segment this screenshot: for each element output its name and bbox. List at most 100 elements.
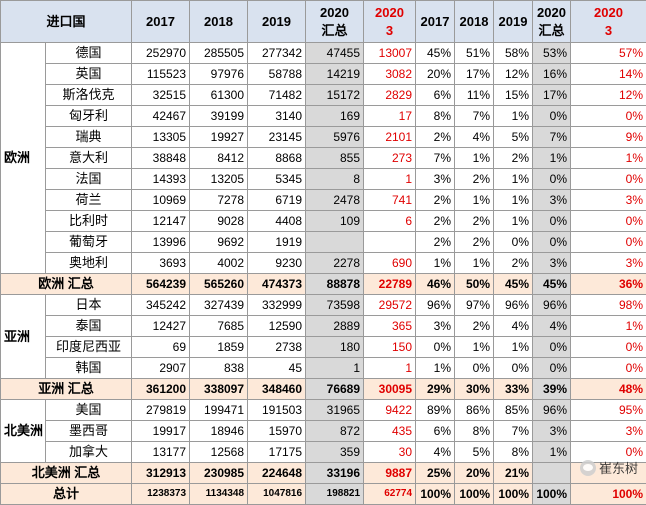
cell-p2019: 2% xyxy=(494,148,533,169)
cell-y2019: 45 xyxy=(248,358,306,379)
total-label: 亚洲 汇总 xyxy=(1,379,132,400)
country-cell: 德国 xyxy=(46,43,132,64)
cell-y2019: 23145 xyxy=(248,127,306,148)
total-y2019: 348460 xyxy=(248,379,306,400)
cell-p2018: 7% xyxy=(455,106,494,127)
total-pm: 48% xyxy=(571,379,646,400)
cell-y2019: 58788 xyxy=(248,64,306,85)
cell-p2018: 1% xyxy=(455,337,494,358)
cell-m2020: 273 xyxy=(364,148,416,169)
cell-p2019: 96% xyxy=(494,295,533,316)
cell-psum: 96% xyxy=(533,295,571,316)
country-cell: 比利时 xyxy=(46,211,132,232)
cell-psum: 96% xyxy=(533,400,571,421)
cell-y2018: 19927 xyxy=(190,127,248,148)
cell-p2017: 0% xyxy=(416,337,455,358)
total-p2018: 20% xyxy=(455,463,494,484)
cell-y2017: 3693 xyxy=(132,253,190,274)
header-share-2018: 2018 xyxy=(455,1,494,43)
total-m2020: 62774 xyxy=(364,484,416,505)
cell-pm: 98% xyxy=(571,295,646,316)
cell-psum: 53% xyxy=(533,43,571,64)
cell-y2019: 332999 xyxy=(248,295,306,316)
cell-pm: 3% xyxy=(571,421,646,442)
cell-sum2020 xyxy=(306,232,364,253)
total-psum: 39% xyxy=(533,379,571,400)
header-2020-march: 2020 3 xyxy=(364,1,416,43)
cell-y2017: 38848 xyxy=(132,148,190,169)
cell-psum: 7% xyxy=(533,127,571,148)
cell-p2018: 11% xyxy=(455,85,494,106)
cell-m2020: 1 xyxy=(364,169,416,190)
cell-y2018: 7278 xyxy=(190,190,248,211)
cell-sum2020: 2478 xyxy=(306,190,364,211)
cell-pm: 1% xyxy=(571,148,646,169)
total-p2018: 100% xyxy=(455,484,494,505)
total-sum2020: 33196 xyxy=(306,463,364,484)
cell-pm: 3% xyxy=(571,190,646,211)
cell-m2020: 9422 xyxy=(364,400,416,421)
cell-p2017: 1% xyxy=(416,253,455,274)
cell-psum: 0% xyxy=(533,232,571,253)
cell-y2019: 9230 xyxy=(248,253,306,274)
cell-p2018: 51% xyxy=(455,43,494,64)
cell-y2018: 199471 xyxy=(190,400,248,421)
cell-m2020: 30 xyxy=(364,442,416,463)
cell-p2018: 8% xyxy=(455,421,494,442)
cell-p2019: 4% xyxy=(494,316,533,337)
cell-sum2020: 2278 xyxy=(306,253,364,274)
cell-psum: 0% xyxy=(533,106,571,127)
cell-p2017: 7% xyxy=(416,148,455,169)
cell-p2019: 1% xyxy=(494,106,533,127)
cell-psum: 17% xyxy=(533,85,571,106)
country-cell: 加拿大 xyxy=(46,442,132,463)
cell-p2017: 96% xyxy=(416,295,455,316)
cell-y2017: 279819 xyxy=(132,400,190,421)
cell-p2018: 0% xyxy=(455,358,494,379)
total-label: 总计 xyxy=(1,484,132,505)
cell-p2018: 4% xyxy=(455,127,494,148)
watermark-text: 崔东树 xyxy=(599,458,638,477)
total-y2018: 338097 xyxy=(190,379,248,400)
cell-y2019: 277342 xyxy=(248,43,306,64)
cell-y2017: 115523 xyxy=(132,64,190,85)
cell-p2018: 5% xyxy=(455,442,494,463)
cell-psum: 1% xyxy=(533,148,571,169)
cell-sum2020: 2889 xyxy=(306,316,364,337)
cell-p2018: 1% xyxy=(455,190,494,211)
cell-p2019: 7% xyxy=(494,421,533,442)
cell-y2018: 97976 xyxy=(190,64,248,85)
cell-p2017: 2% xyxy=(416,211,455,232)
cell-sum2020: 31965 xyxy=(306,400,364,421)
total-p2019: 45% xyxy=(494,274,533,295)
cell-y2018: 9028 xyxy=(190,211,248,232)
cell-y2019: 2738 xyxy=(248,337,306,358)
total-sum2020: 88878 xyxy=(306,274,364,295)
cell-y2019: 3140 xyxy=(248,106,306,127)
cell-psum: 0% xyxy=(533,169,571,190)
cell-m2020: 3082 xyxy=(364,64,416,85)
total-p2018: 50% xyxy=(455,274,494,295)
header-row: 进口国 2017 2018 2019 2020 汇总 2020 3 2017 2… xyxy=(1,1,646,43)
cell-m2020: 6 xyxy=(364,211,416,232)
cell-y2018: 9692 xyxy=(190,232,248,253)
total-p2019: 100% xyxy=(494,484,533,505)
total-p2017: 25% xyxy=(416,463,455,484)
cell-y2017: 345242 xyxy=(132,295,190,316)
cell-p2018: 1% xyxy=(455,148,494,169)
region-label: 亚洲 xyxy=(1,295,46,379)
cell-psum: 0% xyxy=(533,358,571,379)
cell-p2017: 2% xyxy=(416,190,455,211)
country-cell: 瑞典 xyxy=(46,127,132,148)
cell-y2017: 42467 xyxy=(132,106,190,127)
